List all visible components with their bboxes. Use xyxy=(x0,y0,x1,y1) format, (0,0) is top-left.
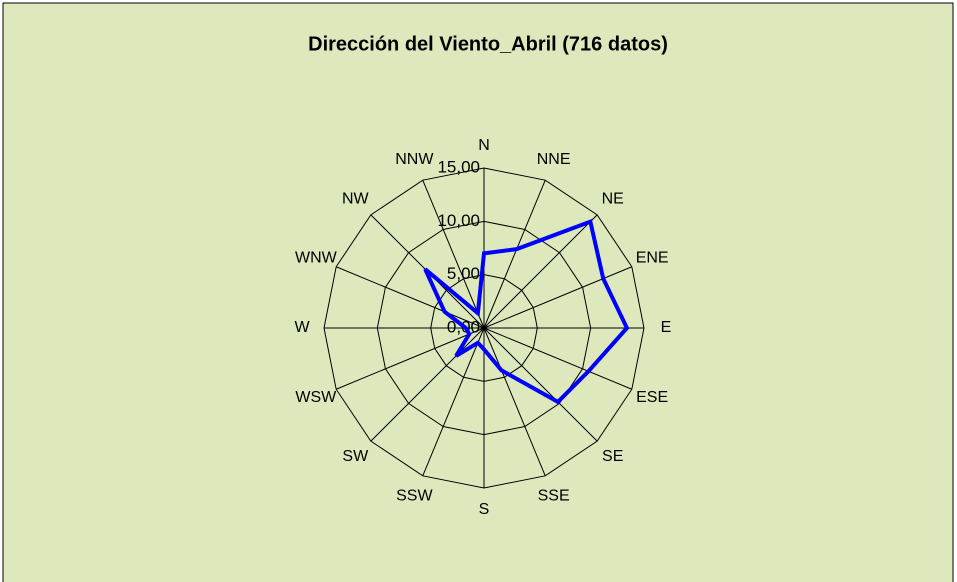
spoke xyxy=(483,327,598,442)
y-tick-label: 5,00 xyxy=(447,264,480,283)
category-label: WSW xyxy=(295,389,337,406)
spoke xyxy=(335,266,485,329)
spoke xyxy=(422,327,485,477)
spoke xyxy=(483,179,546,329)
category-label: E xyxy=(661,319,672,336)
grid-ring xyxy=(376,220,592,436)
category-label: SW xyxy=(342,448,369,465)
category-label: ENE xyxy=(636,250,669,267)
category-label: NW xyxy=(342,191,370,208)
spoke xyxy=(335,327,485,390)
chart-title: Dirección del Viento_Abril (716 datos) xyxy=(308,33,668,55)
category-label: NNE xyxy=(537,151,571,168)
category-label: S xyxy=(479,501,490,518)
y-tick-label: 15,00 xyxy=(437,157,480,176)
spoke xyxy=(483,327,546,477)
series-line xyxy=(423,218,630,405)
spoke xyxy=(422,179,485,329)
category-label: NNW xyxy=(395,151,434,168)
spoke xyxy=(483,327,633,390)
category-label: ESE xyxy=(636,389,668,406)
category-label: SSW xyxy=(396,487,433,504)
spoke xyxy=(483,214,598,329)
category-label: SSE xyxy=(538,487,570,504)
y-tick-label: 10,00 xyxy=(437,211,480,230)
spoke xyxy=(483,266,633,329)
category-label: SE xyxy=(602,448,623,465)
category-label: W xyxy=(294,319,310,336)
category-label: NE xyxy=(602,191,624,208)
spoke xyxy=(370,327,485,442)
grid-ring xyxy=(323,167,645,489)
category-label: N xyxy=(478,137,490,154)
category-label: WNW xyxy=(295,250,338,267)
